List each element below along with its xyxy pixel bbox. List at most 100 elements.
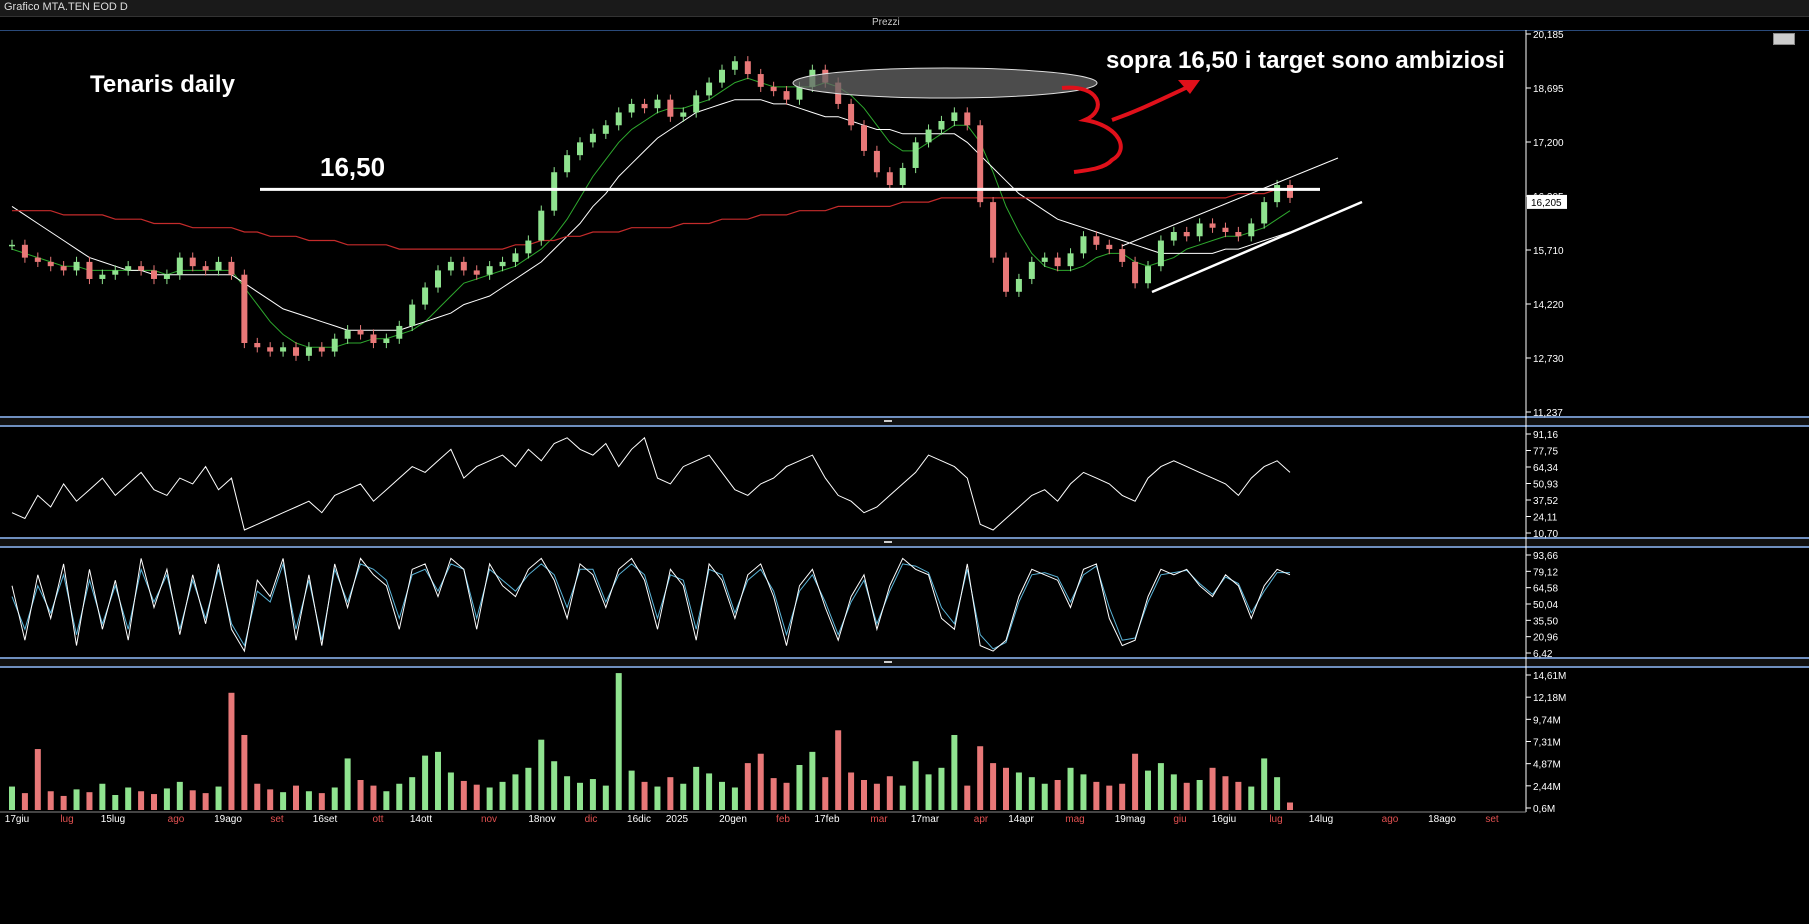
y-tick-label: 14,220 — [1533, 300, 1564, 311]
y-tick-label: 12,18M — [1533, 693, 1566, 704]
x-tick-label: lug — [60, 814, 73, 825]
candle-body — [73, 261, 80, 271]
x-tick-label: 19ago — [214, 814, 242, 825]
volume-bar — [34, 749, 41, 810]
candle-body — [654, 99, 661, 109]
drag-handle-icon — [884, 541, 892, 543]
candle-body — [1196, 223, 1203, 237]
volume-bar — [176, 781, 183, 810]
volume-bar — [1041, 783, 1048, 810]
y-tick-label: 6,42 — [1533, 649, 1553, 660]
y-tick-label: 14,61M — [1533, 671, 1566, 682]
candle-body — [293, 347, 299, 356]
x-tick-label: 16giu — [1212, 814, 1236, 825]
volume-bar — [202, 793, 209, 810]
pane-divider-1[interactable] — [0, 416, 1809, 427]
x-tick-label: mar — [870, 814, 888, 825]
volume-bar — [706, 773, 713, 810]
candle-body — [60, 266, 67, 271]
candle-body — [938, 121, 945, 130]
axes: 20,185 18,695 17,200 16,205 15,710 14,220 12,7… — [0, 30, 1567, 825]
x-tick-label: set — [1485, 814, 1499, 825]
candle-body — [899, 167, 906, 186]
y-tick-label: 11,237 — [1533, 408, 1563, 419]
x-tick-label: mag — [1065, 814, 1084, 825]
volume-bar — [796, 764, 803, 810]
volume-bar — [267, 789, 274, 810]
volume-bar — [654, 786, 661, 810]
volume-bar — [1222, 776, 1229, 810]
y-tick-label: 77,75 — [1533, 447, 1558, 458]
candle-body — [667, 99, 674, 117]
x-tick-label: dic — [585, 814, 598, 825]
candle-body — [564, 155, 571, 173]
arrow-head-icon — [1178, 80, 1200, 94]
volume-bar — [241, 734, 248, 810]
stochastic-k-line — [11, 557, 1291, 653]
volume-bar — [1145, 770, 1151, 810]
volume-bar — [835, 730, 842, 810]
comment-text: sopra 16,50 i target sono ambiziosi — [1106, 47, 1505, 74]
candle-body — [396, 325, 403, 339]
candle-body — [138, 266, 145, 271]
volume-bar — [551, 761, 558, 810]
x-tick-label: giu — [1173, 814, 1186, 825]
volume-bar — [189, 790, 196, 810]
candle-body — [525, 240, 532, 254]
x-tick-label: nov — [481, 814, 497, 825]
minimize-button[interactable] — [1773, 33, 1795, 45]
candle-body — [1041, 257, 1048, 262]
volume-bar — [1028, 777, 1035, 810]
candle-body — [1274, 185, 1281, 203]
candle-body — [912, 142, 919, 168]
candle-body — [163, 274, 170, 279]
volume-bar — [383, 791, 390, 810]
volume-bar — [21, 793, 28, 810]
volume-bar — [293, 785, 299, 810]
annotations: Tenaris daily 16,50 sopra 16,50 i target… — [90, 47, 1505, 182]
volume-bar — [641, 781, 648, 810]
volume-bar — [925, 774, 932, 810]
x-tick-label: feb — [776, 814, 790, 825]
pane-divider-3[interactable] — [0, 657, 1809, 668]
pane-divider-2[interactable] — [0, 537, 1809, 548]
volume-bar — [1183, 782, 1190, 810]
candle-body — [473, 270, 480, 275]
candle-body — [873, 150, 880, 173]
candle-body — [34, 257, 41, 262]
volume-bar — [848, 772, 855, 810]
y-tick-label: 2,44M — [1533, 782, 1561, 793]
resistance-zone — [792, 67, 1098, 99]
drag-handle-icon — [884, 661, 892, 663]
volume-bar — [912, 761, 919, 810]
candle-body — [99, 274, 106, 279]
y-tick-label: 0,6M — [1533, 804, 1555, 815]
candle-body — [551, 172, 558, 211]
x-tick-label: 16set — [313, 814, 338, 825]
x-tick-label: apr — [974, 814, 989, 825]
oscillator-line — [11, 436, 1291, 531]
volume-bar — [1106, 785, 1113, 810]
x-tick-label: 2025 — [666, 814, 689, 825]
drag-handle-icon — [884, 420, 892, 422]
y-tick-label: 50,04 — [1533, 600, 1558, 611]
candle-body — [21, 244, 28, 258]
window-title: Grafico MTA.TEN EOD D — [4, 1, 128, 13]
candle-body — [1015, 278, 1022, 292]
candle-body — [1209, 223, 1216, 228]
volume-bar — [886, 776, 893, 810]
x-tick-label: ago — [1382, 814, 1399, 825]
level-label: 16,50 — [320, 152, 385, 182]
candle-body — [9, 244, 15, 247]
candle-body — [460, 261, 467, 271]
candle-body — [1067, 253, 1074, 267]
volume-bar — [719, 781, 725, 810]
y-tick-label: 20,185 — [1533, 30, 1564, 41]
volume-bar — [977, 746, 984, 810]
candle-body — [719, 69, 725, 83]
panel-title: Prezzi — [872, 17, 900, 28]
volume-bar — [680, 783, 687, 810]
candle-body — [796, 86, 803, 100]
y-tick-label: 50,93 — [1533, 480, 1558, 491]
candle-body — [383, 338, 390, 344]
